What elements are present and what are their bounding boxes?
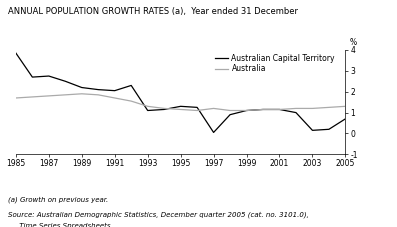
- Australia: [195, 109, 199, 112]
- Australian Capital Territory: [294, 111, 299, 114]
- Australian Capital Territory: [343, 118, 348, 120]
- Australia: [227, 109, 232, 112]
- Legend: Australian Capital Territory, Australia: Australian Capital Territory, Australia: [215, 54, 335, 73]
- Australian Capital Territory: [63, 80, 68, 83]
- Line: Australia: Australia: [16, 94, 345, 111]
- Australian Capital Territory: [195, 106, 199, 109]
- Australia: [277, 108, 282, 111]
- Australia: [327, 106, 331, 109]
- Australia: [261, 108, 266, 111]
- Australia: [63, 94, 68, 96]
- Australian Capital Territory: [244, 109, 249, 112]
- Australia: [13, 97, 18, 99]
- Australia: [145, 105, 150, 108]
- Australian Capital Territory: [310, 129, 315, 132]
- Australia: [129, 100, 134, 102]
- Australia: [79, 92, 84, 95]
- Australian Capital Territory: [211, 131, 216, 134]
- Australia: [46, 94, 51, 97]
- Text: (a) Growth on previous year.: (a) Growth on previous year.: [8, 196, 108, 203]
- Australian Capital Territory: [162, 108, 166, 111]
- Australia: [211, 107, 216, 110]
- Australian Capital Territory: [129, 84, 134, 87]
- Australia: [310, 107, 315, 110]
- Australian Capital Territory: [112, 89, 117, 92]
- Australia: [294, 107, 299, 110]
- Line: Australian Capital Territory: Australian Capital Territory: [16, 53, 345, 132]
- Australian Capital Territory: [178, 105, 183, 108]
- Australia: [343, 105, 348, 108]
- Text: ANNUAL POPULATION GROWTH RATES (a),  Year ended 31 December: ANNUAL POPULATION GROWTH RATES (a), Year…: [8, 7, 298, 16]
- Australia: [96, 94, 101, 96]
- Australian Capital Territory: [79, 86, 84, 89]
- Australian Capital Territory: [46, 75, 51, 77]
- Australian Capital Territory: [96, 88, 101, 91]
- Australian Capital Territory: [13, 52, 18, 54]
- Australian Capital Territory: [227, 113, 232, 116]
- Australia: [178, 108, 183, 111]
- Australian Capital Territory: [327, 128, 331, 131]
- Australia: [30, 96, 35, 98]
- Australian Capital Territory: [145, 109, 150, 112]
- Australian Capital Territory: [277, 108, 282, 111]
- Text: Source: Australian Demographic Statistics, December quarter 2005 (cat. no. 3101.: Source: Australian Demographic Statistic…: [8, 211, 309, 218]
- Australia: [244, 109, 249, 112]
- Australian Capital Territory: [30, 76, 35, 79]
- Text: %: %: [349, 38, 357, 47]
- Australia: [112, 97, 117, 99]
- Australia: [162, 107, 166, 110]
- Text: Time Series Spreadsheets.: Time Series Spreadsheets.: [8, 222, 113, 227]
- Australian Capital Territory: [261, 108, 266, 111]
